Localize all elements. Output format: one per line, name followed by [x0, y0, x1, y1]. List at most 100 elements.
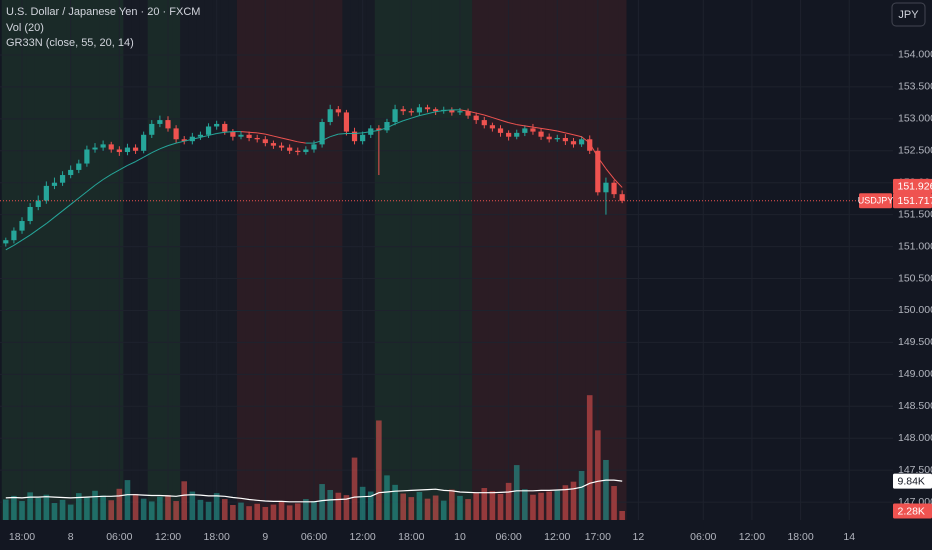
ma-segment: [403, 117, 412, 122]
last-price-tag-box: [893, 193, 932, 209]
volume-bar: [319, 484, 325, 520]
indicator-legend: Vol (20): [6, 22, 44, 34]
candle-body: [205, 126, 212, 135]
ma-segment: [37, 223, 47, 230]
currency-label[interactable]: JPY: [898, 9, 919, 21]
candle-body: [76, 163, 82, 170]
candle-body: [449, 109, 455, 113]
ma-segment: [86, 184, 96, 193]
ma-segment: [549, 129, 558, 132]
regime-zone: [147, 0, 157, 520]
y-tick-label: 153.500: [898, 81, 932, 93]
ma-segment: [29, 228, 39, 236]
y-tick-label: 152.500: [898, 145, 932, 157]
ma-segment: [508, 122, 517, 126]
volume-pane: [3, 395, 625, 520]
ma-segment: [516, 124, 525, 127]
x-tick-label: 06:00: [495, 531, 521, 543]
ma-segment: [70, 197, 80, 205]
ma-segment: [427, 111, 436, 115]
ma-segment: [257, 132, 266, 135]
volume-bar: [132, 493, 139, 520]
regime-zone: [188, 0, 197, 520]
regime-zone: [447, 0, 457, 520]
candle-body: [197, 134, 204, 137]
ma-segment: [273, 135, 282, 139]
volume-bar: [449, 489, 455, 520]
volume-bar: [92, 490, 98, 520]
last-price-tag: 151.717: [898, 195, 932, 207]
regime-zone: [423, 0, 432, 520]
candle-body: [570, 141, 577, 145]
x-tick-label: 18:00: [9, 531, 35, 543]
regime-zone: [334, 0, 343, 520]
candle-body: [27, 206, 33, 222]
regime-zone: [342, 0, 351, 520]
ma-segment: [167, 142, 177, 147]
volume-bar: [522, 489, 528, 520]
volume-bar: [513, 465, 520, 520]
volume-bar: [84, 497, 90, 520]
y-tick-label: 149.000: [898, 368, 932, 380]
regime-zone: [415, 0, 424, 520]
ma-segment: [184, 138, 193, 142]
ma-segment: [102, 173, 112, 180]
currency-button[interactable]: [891, 2, 926, 27]
ma-segment: [175, 140, 185, 144]
ma-segment: [5, 244, 15, 251]
regime-zone: [253, 0, 262, 520]
volume-bar: [416, 491, 423, 520]
ma-segment: [354, 132, 363, 135]
volume-ma-tag: 9.84K: [898, 475, 925, 487]
volume-bar: [238, 502, 244, 520]
ma-segment: [297, 141, 306, 144]
candle-body: [319, 122, 325, 145]
candle-body: [360, 134, 366, 142]
candle-body: [311, 144, 317, 150]
candle-body: [351, 131, 358, 142]
x-tick-label: 12: [633, 531, 645, 543]
volume-bar: [440, 500, 447, 520]
volume-bar: [165, 495, 171, 520]
volume-bar: [11, 495, 17, 520]
candle-body: [11, 230, 17, 241]
ma-segment: [208, 133, 217, 136]
ma-segment: [492, 117, 501, 121]
volume-bar: [270, 504, 277, 520]
volume-ma-tag-box: [893, 473, 932, 489]
volume-bar: [392, 484, 398, 520]
candle-body: [384, 122, 390, 131]
candle-body: [433, 109, 439, 112]
x-tick-label: 06:00: [690, 531, 716, 543]
candle-body: [303, 149, 309, 153]
candle-body: [522, 128, 528, 133]
regime-zone: [269, 0, 278, 520]
candle-body: [489, 125, 495, 129]
candle-body: [595, 150, 601, 193]
regime-zone: [537, 0, 546, 520]
regime-zone: [545, 0, 554, 520]
candle-body: [165, 120, 171, 129]
regime-zone: [480, 0, 489, 520]
ma-segment: [54, 210, 63, 218]
candle-body: [603, 182, 609, 193]
volume-bar: [335, 492, 342, 520]
candle-body: [19, 221, 25, 231]
candle-body: [141, 134, 147, 151]
regime-zone: [196, 0, 205, 520]
ma-segment: [459, 109, 469, 112]
volume-bar: [359, 486, 366, 520]
volume-bar: [35, 497, 42, 520]
ma-segment: [110, 169, 120, 175]
ma-segment: [249, 131, 258, 134]
candle-body: [554, 137, 560, 140]
regime-zone: [123, 0, 132, 520]
volume-bar: [254, 503, 261, 520]
candle-body: [376, 128, 382, 131]
y-tick-label: 147.500: [898, 464, 932, 476]
price-axis-bg: [893, 0, 932, 525]
candle-body: [465, 111, 471, 116]
ma-segment: [605, 168, 615, 180]
volume-bar: [351, 457, 358, 520]
